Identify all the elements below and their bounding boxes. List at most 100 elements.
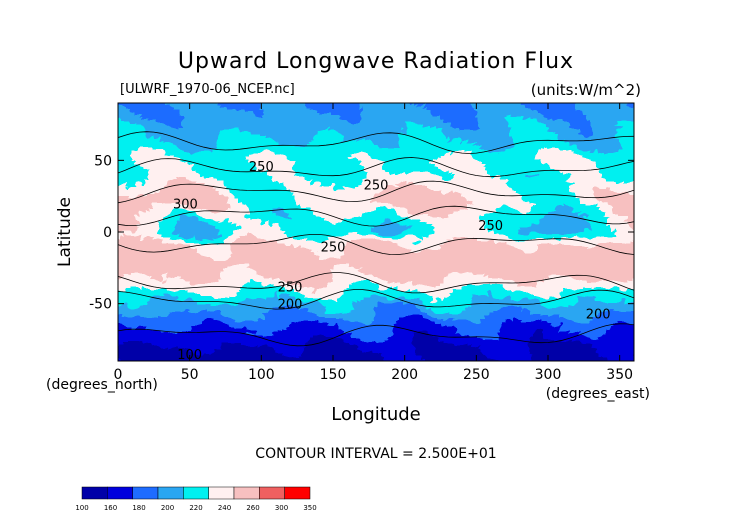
heatmap-cell bbox=[164, 126, 169, 130]
heatmap-cell bbox=[344, 147, 349, 151]
heatmap-cell bbox=[616, 117, 621, 121]
heatmap-cell bbox=[128, 114, 133, 118]
heatmap-cell bbox=[200, 147, 205, 151]
heatmap-cell bbox=[336, 132, 341, 136]
heatmap-cell bbox=[412, 165, 417, 169]
heatmap-cell bbox=[504, 117, 509, 121]
heatmap-cell bbox=[596, 117, 601, 121]
heatmap-cell bbox=[504, 99, 509, 103]
heatmap-cell bbox=[272, 138, 277, 142]
heatmap-cell bbox=[568, 159, 573, 163]
heatmap-cell bbox=[628, 108, 633, 112]
heatmap-cell bbox=[464, 132, 469, 136]
heatmap-cell bbox=[260, 105, 265, 109]
heatmap-cell bbox=[512, 165, 517, 169]
heatmap-cell bbox=[364, 138, 369, 142]
heatmap-cell bbox=[156, 144, 161, 148]
heatmap-cell bbox=[556, 168, 561, 172]
heatmap-cell bbox=[496, 126, 501, 130]
heatmap-cell bbox=[304, 159, 309, 163]
heatmap-cell bbox=[240, 99, 245, 103]
heatmap-cell bbox=[236, 171, 241, 175]
heatmap-cell bbox=[112, 144, 117, 148]
heatmap-cell bbox=[452, 147, 457, 151]
heatmap-cell bbox=[420, 135, 425, 139]
heatmap-cell bbox=[272, 105, 277, 109]
heatmap-cell bbox=[208, 162, 213, 166]
heatmap-cell bbox=[384, 129, 389, 133]
heatmap-cell bbox=[636, 99, 641, 103]
heatmap-cell bbox=[180, 99, 185, 103]
heatmap-cell bbox=[280, 162, 285, 166]
heatmap-cell bbox=[476, 96, 481, 100]
heatmap-cell bbox=[540, 120, 545, 124]
heatmap-cell bbox=[152, 135, 157, 139]
heatmap-cell bbox=[256, 174, 261, 178]
heatmap-cell bbox=[548, 129, 553, 133]
heatmap-cell bbox=[364, 105, 369, 109]
heatmap-cell bbox=[428, 165, 433, 169]
heatmap-cell bbox=[272, 111, 277, 115]
heatmap-cell bbox=[616, 108, 621, 112]
heatmap-cell bbox=[196, 123, 201, 127]
heatmap-cell bbox=[324, 144, 329, 148]
heatmap-cell bbox=[484, 129, 489, 133]
heatmap-cell bbox=[112, 129, 117, 133]
heatmap-cell bbox=[612, 156, 617, 160]
heatmap-cell bbox=[332, 135, 337, 139]
heatmap-cell bbox=[128, 159, 133, 163]
heatmap-cell bbox=[536, 129, 541, 133]
heatmap-cell bbox=[118, 129, 121, 133]
heatmap-cell bbox=[180, 177, 185, 181]
heatmap-cell bbox=[596, 159, 601, 163]
heatmap-cell bbox=[344, 168, 349, 172]
heatmap-cell bbox=[560, 117, 565, 121]
heatmap-cell bbox=[452, 96, 457, 100]
heatmap-cell bbox=[372, 141, 377, 145]
heatmap-cell bbox=[368, 103, 373, 106]
heatmap-cell bbox=[600, 141, 605, 145]
heatmap-cell bbox=[508, 174, 513, 178]
heatmap-cell bbox=[188, 177, 193, 181]
heatmap-cell bbox=[424, 99, 429, 103]
heatmap-cell bbox=[424, 111, 429, 115]
heatmap-cell bbox=[380, 156, 385, 160]
heatmap-cell bbox=[588, 141, 593, 145]
heatmap-cell bbox=[304, 108, 309, 112]
heatmap-cell bbox=[504, 168, 509, 172]
heatmap-cell bbox=[152, 165, 157, 169]
heatmap-cell bbox=[388, 171, 393, 175]
heatmap-cell bbox=[540, 129, 545, 133]
heatmap-cell bbox=[612, 153, 617, 157]
heatmap-cell bbox=[520, 132, 525, 136]
heatmap-cell bbox=[276, 117, 281, 121]
heatmap-cell bbox=[184, 135, 189, 139]
heatmap-cell bbox=[400, 168, 405, 172]
heatmap-cell bbox=[308, 159, 313, 163]
heatmap-cell bbox=[348, 120, 353, 124]
heatmap-cell bbox=[196, 105, 201, 109]
heatmap-cell bbox=[276, 132, 281, 136]
heatmap-cell bbox=[232, 165, 237, 169]
heatmap-cell bbox=[452, 111, 457, 115]
heatmap-cell bbox=[152, 162, 157, 166]
heatmap-cell bbox=[108, 183, 113, 187]
heatmap-cell bbox=[640, 144, 645, 148]
heatmap-cell bbox=[196, 132, 201, 136]
heatmap-cell bbox=[440, 135, 445, 139]
heatmap-cell bbox=[428, 123, 433, 127]
heatmap-cell bbox=[196, 168, 201, 172]
heatmap-cell bbox=[220, 103, 225, 106]
heatmap-cell bbox=[124, 114, 129, 118]
heatmap-cell bbox=[480, 141, 485, 145]
heatmap-cell bbox=[412, 147, 417, 151]
heatmap-cell bbox=[588, 111, 593, 115]
heatmap-cell bbox=[620, 111, 625, 115]
heatmap-cell bbox=[364, 96, 369, 100]
heatmap-cell bbox=[640, 123, 645, 127]
heatmap-cell bbox=[208, 108, 213, 112]
heatmap-cell bbox=[508, 123, 513, 127]
heatmap-cell bbox=[324, 138, 329, 142]
heatmap-cell bbox=[220, 111, 225, 115]
heatmap-cell bbox=[364, 129, 369, 133]
